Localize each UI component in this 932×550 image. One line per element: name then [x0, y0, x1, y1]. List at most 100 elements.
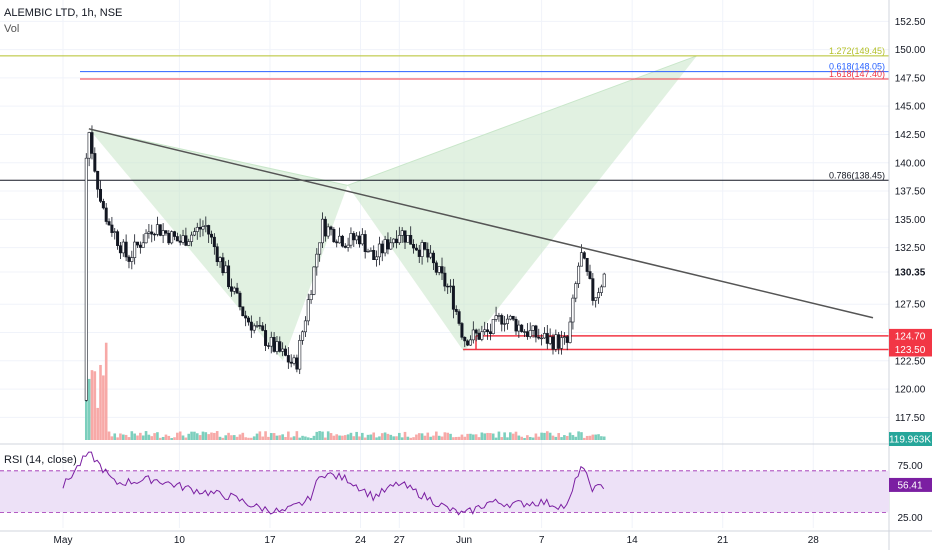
candle-body — [306, 299, 310, 322]
volume-bar — [235, 436, 239, 440]
fib-label: 1.618(147.40) — [829, 69, 885, 79]
candle-body — [107, 221, 111, 226]
volume-bar — [210, 432, 213, 440]
candle-body — [286, 355, 290, 363]
candle-body — [426, 249, 430, 258]
volume-bar — [358, 436, 361, 440]
candle-body — [352, 233, 356, 241]
volume-bar — [261, 436, 265, 440]
volume-label[interactable]: Vol — [4, 23, 20, 35]
volume-bar — [221, 437, 225, 440]
volume-bar — [400, 437, 404, 440]
candle-body — [227, 265, 231, 288]
candle-body — [525, 331, 529, 337]
volume-bar — [537, 436, 541, 440]
volume-bar — [193, 431, 196, 440]
volume-bar — [247, 437, 250, 440]
volume-bar — [318, 431, 321, 440]
volume-bar — [90, 370, 94, 440]
fibonacci-levels: 1.272(149.45) 0.618(148.05)1.618(147.40) 0… — [0, 46, 889, 181]
candle-body — [491, 319, 495, 334]
candle-body — [244, 315, 248, 319]
candle-body — [241, 306, 245, 317]
candle-body — [312, 266, 316, 295]
volume-bar — [489, 433, 492, 440]
candle-body — [323, 218, 327, 237]
volume-bar — [602, 436, 606, 440]
volume-bar — [102, 375, 105, 440]
volume-bar — [190, 431, 193, 440]
volume-bar — [170, 437, 173, 440]
volume-bar — [338, 435, 341, 440]
volume-bar — [509, 432, 512, 440]
volume-bar — [127, 437, 131, 440]
candle-body — [454, 309, 458, 312]
volume-bar — [289, 437, 293, 440]
volume-bar — [255, 433, 259, 440]
candle-body — [301, 331, 305, 341]
candle-body — [161, 230, 165, 236]
candle-body — [215, 246, 219, 263]
volume-bar — [315, 431, 319, 440]
volume-bar — [497, 431, 501, 440]
volume-bar — [264, 431, 267, 440]
candle-body — [218, 257, 222, 263]
candle-body — [121, 241, 125, 254]
volume-bar — [167, 435, 171, 440]
symbol-title[interactable]: ALEMBIC LTD, 1h, NSE — [4, 7, 123, 19]
volume-bar — [563, 435, 566, 440]
candle-body — [249, 321, 253, 331]
candle-body — [309, 294, 313, 301]
volume-bar — [139, 432, 142, 440]
candle-body — [289, 361, 293, 364]
candle-body — [372, 250, 376, 260]
volume-bar — [178, 431, 182, 440]
candle-body — [440, 266, 444, 274]
trendline-segment — [88, 128, 874, 319]
volume-bar — [375, 437, 378, 440]
candle-body — [127, 256, 131, 262]
candle-body — [591, 278, 595, 301]
volume-bar — [321, 431, 324, 440]
price-tick: 152.50 — [895, 17, 926, 28]
candle-body — [212, 236, 216, 248]
candle-body — [153, 233, 157, 236]
volume-bar — [454, 436, 458, 440]
volume-bar — [349, 432, 353, 440]
candle-body — [141, 242, 145, 248]
axis-tags: 124.70 123.50 130.35 119.963K 56.41 — [889, 267, 932, 492]
candle-body — [269, 337, 273, 347]
volume-bar — [389, 434, 393, 440]
volume-bar — [380, 433, 384, 440]
volume-bar — [187, 433, 191, 440]
volume-bar — [147, 434, 151, 440]
volume-bar — [571, 435, 575, 440]
volume-bar — [218, 436, 222, 440]
rsi-label[interactable]: RSI (14, close) — [4, 454, 77, 466]
candle-body — [554, 334, 558, 350]
volume-bar — [449, 433, 452, 440]
candle-body — [431, 252, 435, 264]
candle-body — [417, 249, 421, 257]
volume-bar — [543, 432, 546, 440]
candle-body — [443, 272, 447, 287]
candle-body — [278, 341, 282, 352]
volume-bar — [528, 436, 532, 440]
volume-bar — [116, 437, 119, 440]
candle-body — [366, 250, 370, 253]
candle-body — [389, 242, 393, 250]
candle-body — [138, 244, 142, 248]
volume-bar — [366, 434, 370, 440]
trendline[interactable] — [88, 128, 874, 319]
price-tick: 137.50 — [895, 187, 926, 198]
candle-body — [548, 336, 552, 344]
time-axis[interactable]: May 10 17 24 27 Jun 7 14 21 28 — [54, 535, 820, 546]
volume-bar — [526, 435, 529, 440]
candle-body — [392, 238, 396, 244]
candle-body — [104, 207, 108, 222]
time-tick: 27 — [394, 535, 406, 546]
candle-body — [144, 232, 148, 244]
candle-body — [409, 235, 413, 245]
candle-body — [93, 153, 97, 172]
